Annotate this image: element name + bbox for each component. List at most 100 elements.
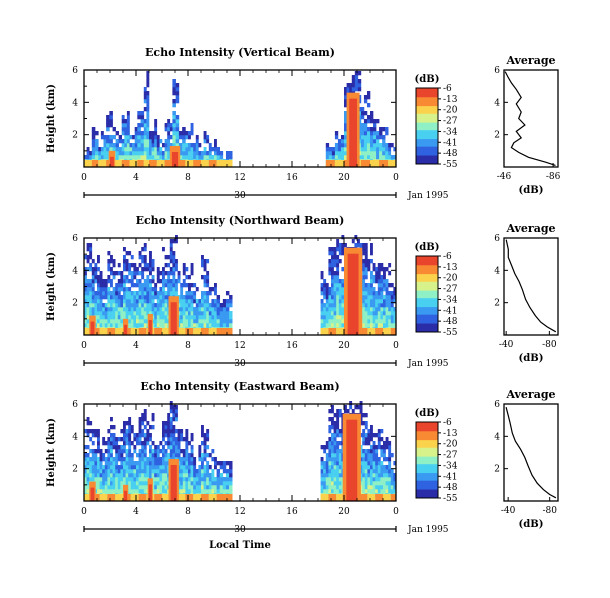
echo-cell <box>91 469 95 474</box>
echo-cell <box>373 139 377 144</box>
echo-cell <box>154 303 158 308</box>
echo-cell <box>372 299 376 304</box>
echo-cell <box>362 247 366 252</box>
echo-cell <box>123 481 126 486</box>
echo-cell <box>123 263 126 268</box>
echo-cell <box>185 453 189 458</box>
echo-cell <box>164 315 168 320</box>
echo-cell <box>107 315 111 320</box>
echo-cell <box>97 437 100 442</box>
echo-column <box>115 429 124 502</box>
echo-cell <box>188 315 191 320</box>
echo-cell <box>372 489 376 494</box>
echo-cell <box>370 247 373 252</box>
echo-cell <box>99 457 103 462</box>
echo-cell <box>383 271 386 276</box>
echo-cell <box>328 319 332 324</box>
echo-cell <box>388 489 392 494</box>
echo-cell <box>102 473 106 478</box>
echo-cell <box>328 453 332 458</box>
echo-cell <box>216 485 221 490</box>
echo-cell <box>151 287 155 292</box>
echo-cell <box>89 311 93 316</box>
echo-cell <box>149 147 152 152</box>
echo-cell <box>121 155 125 160</box>
echo-cell <box>328 323 332 328</box>
echo-cell <box>89 307 93 312</box>
echo-cell <box>182 311 186 316</box>
echo-cell <box>338 413 342 418</box>
echo-cell <box>97 465 100 470</box>
echo-cell <box>107 465 111 470</box>
echo-cell <box>169 287 173 292</box>
echo-cell <box>159 315 163 320</box>
echo-cell <box>328 481 332 486</box>
echo-cell <box>357 83 362 88</box>
echo-cell <box>367 485 371 490</box>
echo-cell <box>94 469 98 474</box>
echo-cell <box>140 119 145 124</box>
echo-cell <box>373 131 377 136</box>
echo-cell <box>172 453 176 458</box>
echo-cell <box>364 457 368 462</box>
echo-cell <box>130 255 134 260</box>
colorbar-swatch <box>416 256 438 258</box>
echo-cell <box>180 303 184 308</box>
echo-cell <box>364 425 368 430</box>
echo-cell <box>169 445 173 450</box>
echo-cell <box>84 275 87 280</box>
echo-cell <box>172 111 176 116</box>
echo-cell <box>375 481 379 486</box>
echo-cell <box>219 461 224 466</box>
echo-cell <box>109 135 113 140</box>
echo-cell <box>121 147 125 152</box>
echo-cell <box>137 147 141 152</box>
panel-title: Echo Intensity (Northward Beam) <box>136 214 345 227</box>
echo-cell <box>390 494 397 501</box>
echo-cell <box>195 311 199 316</box>
echo-cell <box>388 295 392 300</box>
echo-cell <box>367 465 371 470</box>
echo-cell <box>137 143 141 148</box>
echo-cell <box>377 267 381 272</box>
colorbar-swatch <box>416 465 438 467</box>
echo-cell <box>162 328 171 335</box>
echo-cell <box>146 119 150 124</box>
colorbar-swatch <box>416 439 438 442</box>
echo-cell <box>360 135 365 140</box>
echo-cell <box>320 477 324 482</box>
echo-cell <box>169 291 173 296</box>
echo-cell <box>91 271 95 276</box>
echo-cell <box>185 477 189 482</box>
echo-cell <box>354 71 359 76</box>
echo-cell <box>225 155 230 160</box>
colorbar: (dB)-6-13-20-27-34-41-48-55 <box>415 408 458 504</box>
echo-cell <box>117 287 121 292</box>
echo-cell <box>331 405 334 410</box>
echo-cell <box>141 271 145 276</box>
echo-cell <box>206 275 210 280</box>
echo-cell <box>126 119 130 124</box>
echo-cell <box>120 275 124 280</box>
echo-cell <box>104 311 108 316</box>
echo-cell <box>362 287 366 292</box>
echo-cell <box>120 295 124 300</box>
echo-cell <box>162 437 165 442</box>
echo-cell <box>334 131 339 136</box>
echo-cell <box>121 151 125 156</box>
echo-cell <box>120 473 124 478</box>
echo-cell <box>377 299 381 304</box>
echo-cell <box>86 429 90 434</box>
echo-cell <box>104 481 108 486</box>
echo-cell <box>229 323 233 328</box>
echo-cell <box>151 485 155 490</box>
echo-cell <box>149 473 152 478</box>
echo-cell <box>143 99 147 104</box>
echo-cell <box>367 315 371 320</box>
echo-cell <box>222 465 227 470</box>
echo-cell <box>112 437 116 442</box>
y-tick-label: 4 <box>72 266 78 276</box>
echo-cell <box>201 151 204 156</box>
echo-cell <box>328 449 332 454</box>
colorbar-swatch <box>416 91 438 94</box>
